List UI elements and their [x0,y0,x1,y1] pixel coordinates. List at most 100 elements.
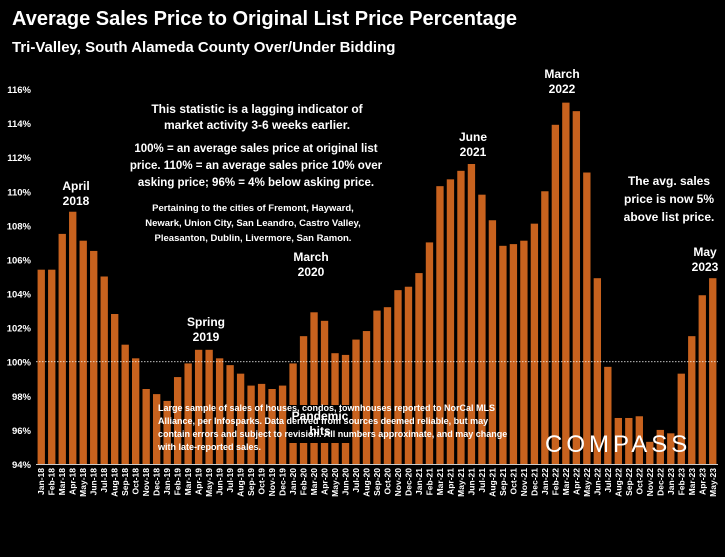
bar [667,433,675,464]
bar [572,111,581,464]
x-tick-label: May-23 [708,468,718,497]
bar [383,307,392,464]
x-tick-label: Apr-22 [571,468,581,495]
bar [478,194,486,464]
x-tick-label: Sep-20 [372,468,382,496]
x-tick-label: Oct-19 [257,468,267,495]
x-tick-label: Jul-22 [603,468,613,493]
bar [194,349,203,464]
x-tick-label: Sep-22 [624,468,634,496]
bar [226,365,234,464]
x-tick-label: Dec-21 [529,468,539,496]
bar [184,363,192,464]
bar [457,170,465,464]
x-tick-label: Feb-22 [550,468,560,496]
x-tick-label: Feb-23 [676,468,686,496]
annotation-june-2021: June 2021 [458,130,487,159]
bar [415,273,423,464]
x-tick-label: Jul-21 [477,468,487,493]
x-tick-label: Mar-19 [183,468,193,496]
x-tick-label: Aug-22 [613,468,623,497]
bar [142,389,150,464]
x-tick-label: May-19 [204,468,214,497]
chart-subtitle: Tri-Valley, South Alameda County Over/Un… [12,39,396,56]
x-tick-label: Jul-19 [225,468,235,493]
bar [488,220,497,464]
bar [625,417,633,464]
footnote: Large sample of sales of houses, condos,… [158,403,508,452]
y-tick-label: 98% [12,392,32,403]
bar [646,441,654,464]
annotation-spring-2019: Spring 2019 [187,315,225,344]
x-tick-label: Jan-21 [414,468,424,495]
bar [467,164,476,464]
x-tick-label: Jan-23 [666,468,676,495]
x-tick-label: Feb-19 [173,468,183,496]
x-tick-label: Aug-20 [362,468,372,497]
bar [562,102,570,464]
bar [111,314,119,464]
bar [100,276,108,464]
annotation-april-2018: April 2018 [62,179,90,208]
x-tick-label: Dec-22 [655,468,665,496]
bar [215,358,224,464]
bar [530,223,539,464]
x-tick-label: May-22 [582,468,592,497]
bar [257,383,266,464]
x-tick-label: Dec-20 [403,468,413,496]
bar [37,269,45,464]
x-tick-label: Apr-19 [194,468,204,495]
x-tick-label: Jun-21 [466,468,476,496]
x-tick-label: Nov-22 [645,468,655,497]
x-tick-label: Mar-18 [57,468,67,496]
x-tick-label: Aug-18 [110,468,120,497]
bar [520,240,528,464]
bar [425,242,434,464]
x-tick-label: Apr-21 [445,468,455,495]
bar [205,349,213,464]
bar [509,244,518,464]
x-tick-label: Mar-23 [687,468,697,496]
bar [709,278,717,464]
x-tick-label: Jun-20 [341,468,351,496]
bar [373,310,381,464]
x-tick-label: Jul-18 [99,468,109,493]
y-tick-label: 96% [12,426,32,437]
y-tick-label: 100% [7,358,32,369]
x-tick-label: Nov-19 [267,468,277,497]
annotation-cities: Pertaining to the cities of Fremont, Hay… [145,203,361,244]
bar [614,417,622,464]
bar [698,295,706,464]
x-tick-label: Nov-18 [141,468,151,497]
bar [310,312,318,464]
bar [90,250,98,464]
x-tick-label: Feb-21 [424,468,434,496]
annotation-now: The avg. sales price is now 5% above list … [623,174,715,224]
bar [121,344,129,464]
bar [446,179,455,464]
annotation-may-2023: May 2023 [691,245,719,274]
bar [583,172,591,464]
x-tick-label: Aug-19 [236,468,246,497]
x-tick-label: Jan-19 [162,468,172,495]
bar [278,385,287,464]
bar [132,358,140,464]
bar [362,331,371,464]
x-tick-label: Jun-18 [89,468,99,496]
y-tick-label: 112% [7,153,31,164]
bar [352,339,360,464]
x-tick-label: Dec-18 [152,468,162,496]
bar [173,377,182,464]
x-tick-label: Mar-20 [309,468,319,496]
bar [688,336,696,464]
x-tick-label: Sep-21 [498,468,508,496]
compass-logo: COMPASS [545,431,692,458]
bar [499,245,507,464]
x-tick-label: Jan-18 [36,468,46,495]
x-tick-label: Jun-22 [592,468,602,496]
x-tick-label: Apr-20 [320,468,330,495]
bar [635,416,643,464]
bar [320,320,329,464]
y-tick-label: 94% [12,460,32,471]
